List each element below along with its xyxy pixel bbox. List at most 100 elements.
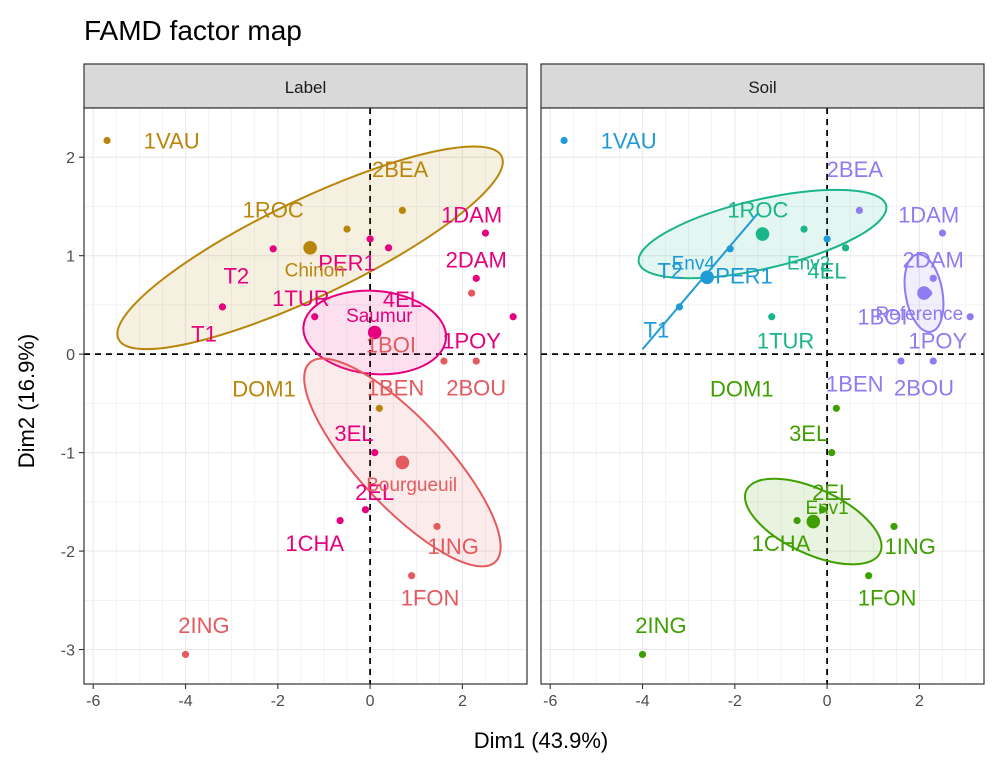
data-point-2bea: [398, 206, 407, 214]
y-tick-label: -3: [61, 643, 75, 660]
x-axis-title: Dim1 (43.9%): [474, 728, 608, 753]
panel-soil: Soil 1VAU 2BEA 1ROC 1DAM 2DAM PER1 T2 T1 4EL 1TUR 1…: [540, 63, 985, 710]
point-label-1cha: 1CHA: [752, 531, 811, 556]
point-label-1boi: 1BOI: [857, 305, 907, 330]
y-tick-label: 0: [66, 347, 75, 364]
centroid-label-env4: Env4: [672, 254, 716, 275]
facet-panels: Label 1VAU 1ROC 2BEA DOM1 T1 T2 PER1 4EL 1DAM 2DAM…: [61, 63, 985, 710]
point-label-1poy: 1POY: [909, 328, 968, 353]
x-tick-label: -2: [271, 693, 285, 710]
data-point-1cha: [793, 516, 801, 525]
point-label-2bea: 2BEA: [372, 157, 429, 182]
data-point-1ben: [440, 357, 448, 365]
y-axis-title: Dim2 (16.9%): [14, 334, 39, 468]
point-label-1tur: 1TUR: [272, 286, 329, 311]
data-point-1fon: [865, 572, 873, 580]
x-tick-label: -2: [728, 693, 742, 710]
data-point-1roc: [800, 225, 808, 233]
data-point-2bea: [855, 206, 864, 214]
data-point-t1: [218, 303, 227, 311]
data-point-2el: [361, 506, 370, 514]
facet-strip-soil: [540, 63, 985, 109]
data-point-2ing: [638, 650, 647, 659]
y-tick-label: 2: [66, 150, 75, 167]
x-tick-label: 0: [823, 693, 832, 710]
point-label-2dam: 2DAM: [903, 248, 964, 273]
point-label-1boi: 1BOI: [366, 332, 416, 357]
centroid-label-env2: Env2: [787, 254, 830, 275]
point-label-1roc: 1ROC: [727, 197, 788, 222]
panel-background: [541, 108, 984, 684]
data-point-3el: [371, 449, 379, 457]
chart-title: FAMD factor map: [84, 15, 302, 46]
data-point-t1: [675, 303, 684, 311]
y-tick-label: -1: [61, 446, 75, 463]
data-point-4el: [384, 244, 393, 252]
point-label-per1: PER1: [715, 263, 772, 288]
data-point-dom1: [832, 404, 840, 412]
centroid-label-chinon: Chinon: [285, 260, 345, 281]
panel-border: [83, 107, 528, 685]
data-point-2bou: [472, 357, 480, 365]
facet-strip-label: Label: [285, 78, 327, 97]
centroid-label-saumur: Saumur: [346, 306, 413, 327]
point-label-1vau: 1VAU: [601, 128, 657, 153]
data-point-1dam: [481, 229, 490, 237]
point-label-2dam: 2DAM: [446, 248, 507, 273]
panel-label: Label 1VAU 1ROC 2BEA DOM1 T1 T2 PER1 4EL 1DAM 2DAM…: [61, 63, 528, 710]
centroid-label-env1: Env1: [805, 498, 848, 519]
point-label-t2: T2: [223, 263, 249, 288]
data-point-per1: [366, 235, 374, 243]
point-label-2el: 2EL: [812, 480, 851, 505]
data-point-4el: [841, 244, 850, 252]
point-label-t1: T1: [191, 321, 217, 346]
point-label-1fon: 1FON: [858, 585, 917, 610]
data-point-2el: [818, 506, 827, 514]
data-point-1tur: [768, 313, 776, 321]
data-point-per1: [823, 235, 831, 243]
data-point-1boi: [468, 289, 476, 297]
data-point-2dam: [472, 274, 480, 282]
panel-border: [540, 107, 985, 685]
point-label-3el: 3EL: [334, 421, 373, 446]
point-label-1ing: 1ING: [884, 534, 935, 559]
confidence-line-env4: [641, 212, 759, 350]
data-point-2ing: [181, 650, 190, 659]
point-label-dom1: DOM1: [710, 377, 774, 402]
point-label-2el: 2EL: [355, 480, 394, 505]
data-point-1tur: [311, 313, 319, 321]
group-centroid-env2: [755, 227, 770, 241]
data-point-1cha: [336, 516, 344, 525]
point-label-3el: 3EL: [789, 421, 828, 446]
data-point-1ben: [897, 357, 905, 365]
point-label-1tur: 1TUR: [757, 328, 814, 353]
point-label-1fon: 1FON: [401, 585, 460, 610]
x-tick-label: 2: [915, 693, 924, 710]
point-label-1poy: 1POY: [442, 328, 501, 353]
point-label-1ben: 1BEN: [367, 376, 424, 401]
data-point-3el: [828, 449, 836, 457]
point-label-2bou: 2BOU: [894, 376, 954, 401]
x-tick-label: -6: [86, 693, 100, 710]
point-label-2bea: 2BEA: [827, 157, 884, 182]
point-label-1cha: 1CHA: [285, 531, 344, 556]
facet-strip-label: [83, 63, 528, 109]
point-label-2ing: 2ING: [635, 613, 686, 638]
point-label-1roc: 1ROC: [243, 197, 304, 222]
data-point-t2: [269, 245, 277, 253]
point-label-1dam: 1DAM: [441, 202, 502, 227]
data-point-1ing: [890, 522, 898, 531]
point-label-1ing: 1ING: [427, 534, 478, 559]
data-point-1vau: [103, 136, 111, 145]
point-label-dom1: DOM1: [232, 377, 296, 402]
data-point-dom1: [375, 404, 383, 412]
x-tick-label: 2: [458, 693, 467, 710]
y-tick-label: -2: [61, 544, 75, 561]
point-label-per1: PER1: [318, 251, 375, 276]
group-centroid-chinon: [303, 241, 317, 255]
data-point-2dam: [929, 274, 937, 282]
point-label-2bou: 2BOU: [446, 376, 506, 401]
point-label-t2: T2: [657, 258, 683, 283]
data-point-t2: [726, 245, 734, 253]
